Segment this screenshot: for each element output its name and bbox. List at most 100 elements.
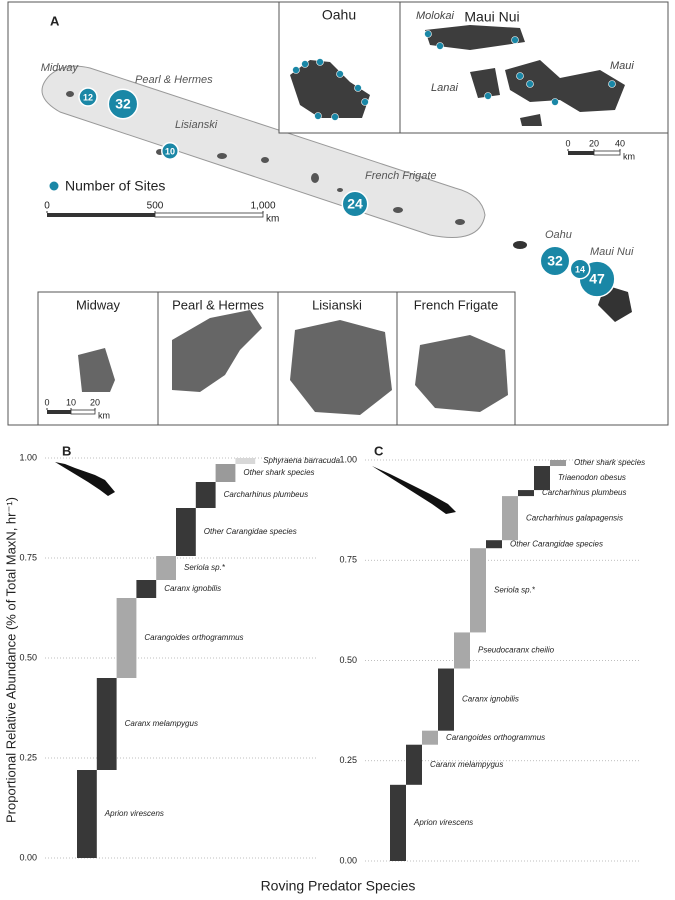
bar (438, 668, 454, 731)
scale-tick-label: 1,000 (250, 201, 275, 212)
species-label: Carangoides orthogrammus (446, 733, 545, 742)
species-label: Caranx ignobilis (164, 584, 221, 593)
y-tick-label: 0.75 (19, 552, 37, 562)
y-tick-label: 0.50 (339, 655, 357, 665)
bar (470, 548, 486, 633)
site-bubble (569, 258, 591, 280)
site-bubble (107, 88, 139, 120)
site-name: Midway (41, 62, 80, 74)
scale-tick-label: 500 (147, 201, 164, 212)
species-label: Other Carangidae species (510, 539, 603, 548)
species-label: Other Carangidae species (204, 527, 297, 536)
inset-title: French Frigate (414, 297, 499, 312)
species-label: Caranx ignobilis (462, 695, 519, 704)
bar (422, 730, 438, 745)
bar (235, 458, 256, 464)
y-tick-label: 0.25 (339, 755, 357, 765)
inset-title: Midway (76, 297, 121, 312)
bar (406, 744, 422, 785)
y-tick-label: 0.75 (339, 555, 357, 565)
site-name: French Frigate (365, 170, 437, 182)
island-shape (290, 320, 392, 415)
bar (534, 466, 550, 491)
bar (195, 482, 216, 508)
site-name: Pearl & Hermes (135, 74, 213, 86)
scale-unit: km (98, 410, 110, 420)
species-label: Sphyraena barracuda (263, 456, 340, 465)
bar (156, 556, 176, 580)
inset-title: Maui Nui (464, 9, 519, 25)
bar (550, 460, 566, 467)
island-shape (415, 335, 508, 412)
y-tick-label: 0.00 (19, 852, 37, 862)
bar (136, 580, 157, 598)
y-tick-label: 1.00 (19, 452, 37, 462)
species-label: Caranx melampygus (125, 719, 198, 728)
inset-title: Oahu (322, 7, 356, 23)
scale-tick-label: 40 (615, 138, 625, 148)
y-axis-label: Proportional Relative Abundance (% of To… (3, 497, 18, 823)
bar (176, 508, 196, 556)
site-bubble (78, 87, 98, 107)
panel-label: C (374, 443, 384, 458)
species-label: Carangoides orthogrammus (144, 633, 243, 642)
region-band (41, 65, 486, 238)
site-bubble (539, 245, 571, 277)
species-label: Triaenodon obesus (558, 473, 626, 482)
bar (96, 678, 117, 770)
site-count: 24 (347, 196, 363, 212)
panel-label: B (62, 443, 71, 458)
site-count: 47 (589, 271, 605, 287)
species-label: Aprion virescens (413, 818, 473, 827)
island-shape (425, 25, 625, 126)
scale-bar (593, 150, 621, 156)
species-label: Other shark species (574, 458, 645, 467)
scale-bar (70, 409, 96, 415)
bar (518, 490, 534, 497)
bar (215, 464, 236, 482)
panel-label: A (50, 13, 60, 28)
inset-title: Lisianski (312, 297, 362, 312)
scale-bar (47, 213, 155, 217)
scale-tick-label: 0 (44, 201, 50, 212)
inset-island-label: Maui (610, 60, 634, 72)
site-count: 32 (115, 96, 131, 112)
bar (502, 496, 518, 541)
site-name: Lisianski (175, 119, 218, 131)
island-shape (172, 310, 262, 392)
legend-label: Number of Sites (65, 178, 165, 194)
legend-marker (49, 181, 59, 191)
site-name: Oahu (545, 229, 572, 241)
scale-bar (47, 410, 71, 414)
x-axis-label: Roving Predator Species (261, 878, 416, 894)
scale-tick-label: 0 (565, 138, 570, 148)
scale-tick-label: 20 (90, 397, 100, 407)
species-label: Carcharhinus galapagensis (526, 513, 623, 522)
y-tick-label: 1.00 (339, 454, 357, 464)
inset-island-label: Molokai (416, 10, 454, 22)
species-label: Seriola sp.* (184, 563, 226, 572)
site-name: Maui Nui (590, 246, 634, 258)
species-label: Aprion virescens (104, 809, 164, 818)
species-label: Other shark species (243, 468, 314, 477)
scale-tick-label: 20 (589, 138, 599, 148)
islands (66, 91, 465, 225)
island-shape (78, 348, 115, 392)
site-count: 14 (575, 264, 585, 274)
scale-bar (568, 151, 594, 155)
species-label: Caranx melampygus (430, 760, 503, 769)
scale-unit: km (266, 214, 279, 225)
y-tick-label: 0.50 (19, 652, 37, 662)
scale-tick-label: 0 (44, 397, 49, 407)
bar (116, 598, 137, 678)
bar (77, 770, 97, 858)
species-label: Pseudocaranx cheilio (478, 646, 555, 655)
inset-title: Pearl & Hermes (172, 297, 264, 312)
site-count: 32 (547, 253, 563, 269)
archipelago-icon (372, 466, 456, 514)
species-label: Carcharhinus plumbeus (542, 488, 627, 497)
inset-island-label: Lanai (431, 82, 458, 94)
y-tick-label: 0.00 (339, 855, 357, 865)
scale-bar (154, 212, 264, 218)
